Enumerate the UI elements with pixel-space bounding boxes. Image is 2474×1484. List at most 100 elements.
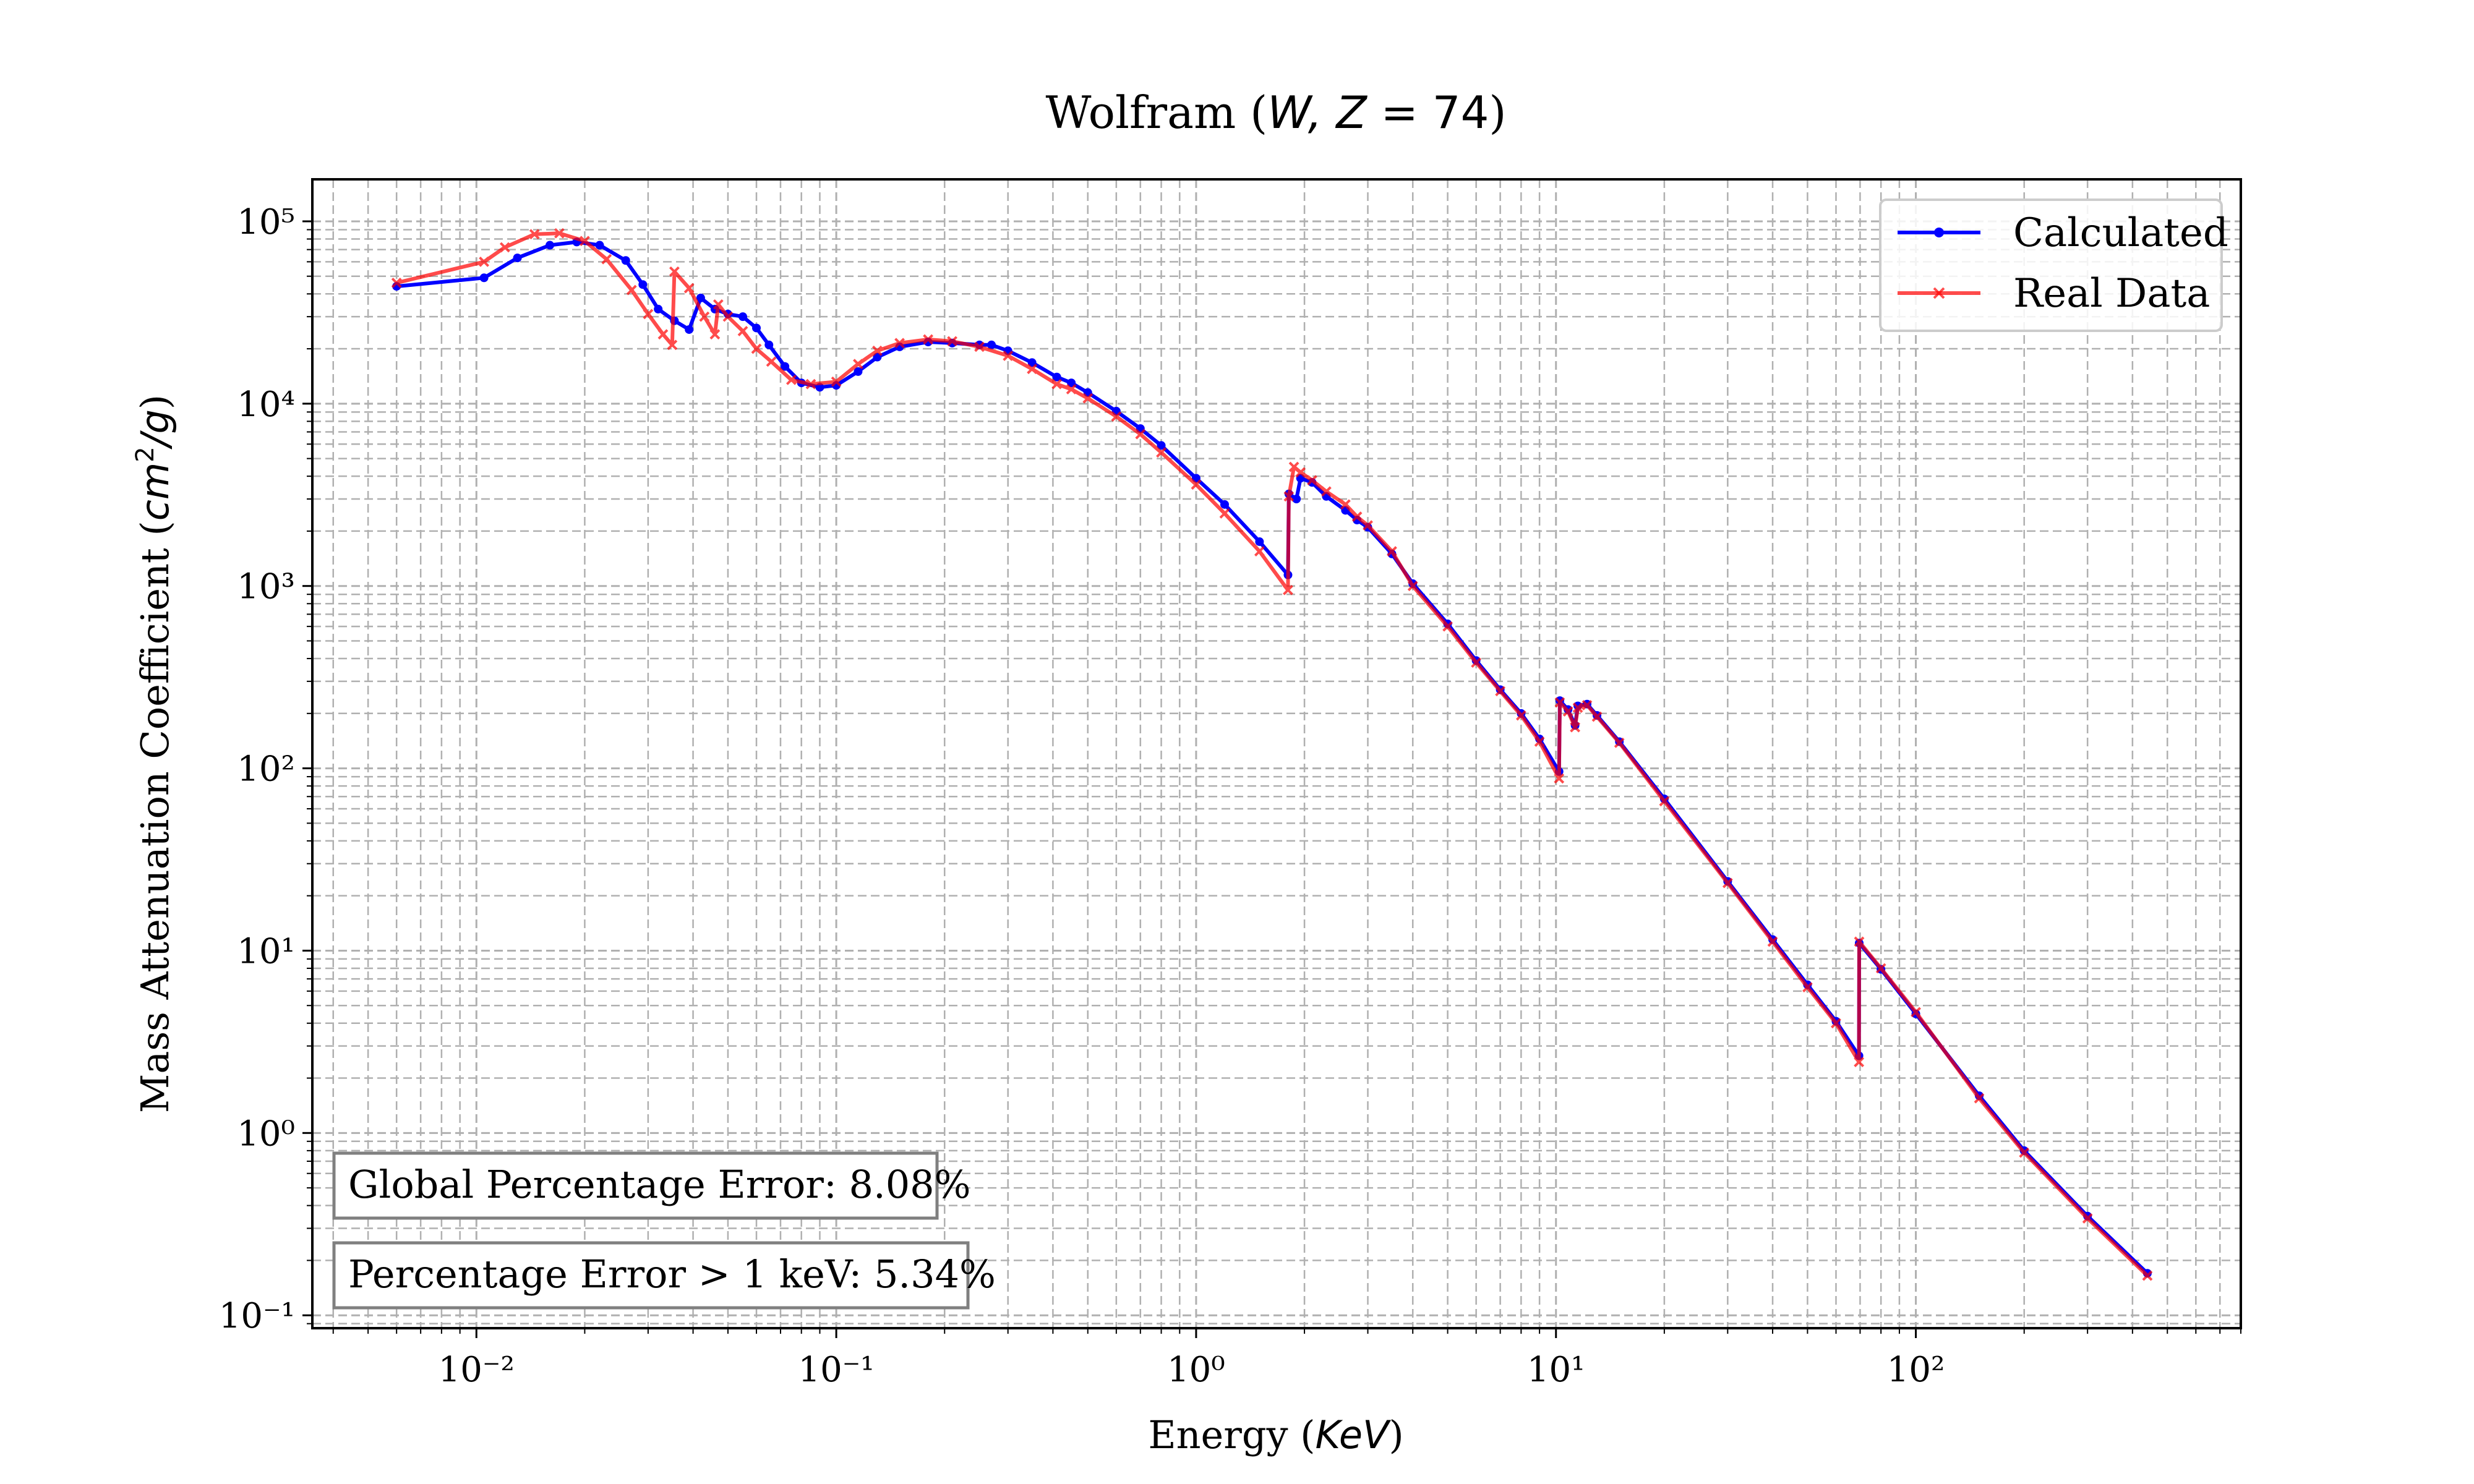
real-data-point xyxy=(751,343,762,354)
calculated-point xyxy=(479,273,489,283)
real-data-point xyxy=(1722,877,1733,889)
real-data-point xyxy=(974,341,985,352)
real-data-point xyxy=(1554,697,1565,708)
calculated-point xyxy=(1157,441,1166,450)
x-tick-label: 10⁰ xyxy=(1167,1350,1225,1390)
calculated-point xyxy=(987,340,996,349)
calculated-point xyxy=(546,241,555,250)
real-data-point xyxy=(1066,384,1077,394)
calculated-point xyxy=(1052,372,1061,382)
real-data-point xyxy=(1363,520,1373,531)
y-tick-label: 10³ xyxy=(237,567,295,607)
y-tick-label: 10² xyxy=(237,749,295,790)
real-data-point xyxy=(766,356,777,367)
real-data-point xyxy=(529,229,540,240)
legend-item-calculated: Calculated xyxy=(1898,210,2228,256)
real-data-point xyxy=(1534,736,1545,747)
calculated-point xyxy=(1255,537,1264,547)
real-data-point xyxy=(699,311,710,322)
real-data-point xyxy=(683,283,695,294)
real-data-point xyxy=(1495,686,1506,697)
series-real-data-markers xyxy=(391,228,2153,1281)
real-data-point xyxy=(1831,1018,1841,1029)
legend-label-calculated: Calculated xyxy=(2013,210,2228,256)
legend-item-real-data: Real Data xyxy=(1898,271,2210,317)
real-data-point xyxy=(737,326,748,336)
real-data-point xyxy=(1351,511,1363,522)
real-data-point xyxy=(1974,1093,1985,1104)
series-real-data xyxy=(391,228,2153,1281)
x-tick-label: 10⁻¹ xyxy=(798,1350,874,1390)
real-data-point xyxy=(479,256,490,267)
real-data-point xyxy=(1572,702,1583,713)
calculated-point xyxy=(1292,495,1301,504)
real-data-point xyxy=(1306,475,1317,486)
real-data-point xyxy=(1283,584,1293,595)
real-data-point xyxy=(2019,1147,2030,1158)
y-tick-label: 10⁵ xyxy=(237,202,295,242)
real-data-point xyxy=(1135,429,1146,440)
real-data-point xyxy=(1191,479,1202,490)
real-data-point xyxy=(601,254,612,265)
y-axis-ticks: 10⁻¹ 10⁰ 10¹ 10² 10³ 10⁴ 10⁵ xyxy=(219,202,312,1336)
real-data-point xyxy=(1570,722,1581,733)
annotation-error-above-1kev-text: Percentage Error > 1 keV: 5.34% xyxy=(348,1252,996,1297)
y-tick-label: 10⁻¹ xyxy=(219,1296,295,1336)
real-data-point xyxy=(1582,700,1593,710)
real-data-point xyxy=(1156,447,1166,458)
calculated-point xyxy=(513,254,522,263)
real-data-point xyxy=(667,339,678,351)
legend-label-real-data: Real Data xyxy=(2013,271,2210,317)
grid-major xyxy=(312,179,2241,1328)
real-data-point xyxy=(1911,1007,1921,1018)
calculated-point xyxy=(1067,378,1076,388)
real-data-point xyxy=(1471,657,1482,668)
real-data-point xyxy=(1562,706,1573,717)
real-data-point xyxy=(657,329,669,340)
calculated-point xyxy=(781,362,790,371)
real-data-point xyxy=(1340,499,1351,510)
real-data-point xyxy=(2082,1213,2093,1224)
real-data-point xyxy=(1051,378,1063,390)
real-data-point xyxy=(1111,411,1122,422)
calculated-point xyxy=(621,256,630,265)
real-data-point xyxy=(1854,936,1865,947)
real-data-point xyxy=(1591,711,1603,722)
real-data-point xyxy=(831,376,842,387)
calculated-point xyxy=(696,293,705,302)
y-tick-label: 10⁴ xyxy=(237,385,295,425)
real-data-point xyxy=(554,228,565,239)
real-data-point xyxy=(871,345,883,356)
chart-title: Wolfram (W, Z = 74) xyxy=(1046,87,1507,139)
x-axis-ticks: 10⁻² 10⁻¹ 10⁰ 10¹ 10² xyxy=(332,1328,2241,1390)
real-data-point xyxy=(1554,773,1565,784)
real-data-point xyxy=(391,277,402,288)
real-data-point xyxy=(947,336,957,347)
real-data-point xyxy=(1295,467,1306,478)
calculated-point xyxy=(854,367,863,376)
calculated-point xyxy=(1220,500,1229,509)
real-data-point xyxy=(1515,710,1526,721)
real-data-point xyxy=(1854,1057,1865,1067)
real-data-point xyxy=(1082,393,1094,404)
series-layer xyxy=(391,228,2153,1281)
calculated-point xyxy=(764,340,774,349)
calculated-point xyxy=(595,241,604,250)
real-data-point xyxy=(2142,1270,2153,1281)
real-data-point xyxy=(722,311,734,322)
real-data-point xyxy=(1283,491,1295,502)
calculated-point xyxy=(638,280,648,289)
real-data-point xyxy=(1659,796,1670,807)
real-data-point xyxy=(923,334,934,345)
real-data-point xyxy=(643,309,654,320)
x-tick-label: 10² xyxy=(1887,1350,1945,1390)
real-data-point xyxy=(580,236,590,247)
real-data-point xyxy=(1614,737,1625,748)
real-data-point xyxy=(1254,546,1265,556)
annotation-global-error-text: Global Percentage Error: 8.08% xyxy=(348,1162,971,1207)
y-axis-label: Mass Attenuation Coefficient (cm2/g) xyxy=(131,394,178,1113)
calculated-point xyxy=(1027,358,1037,367)
annotation-error-above-1kev: Percentage Error > 1 keV: 5.34% xyxy=(332,1241,996,1310)
calculated-point xyxy=(873,352,882,362)
